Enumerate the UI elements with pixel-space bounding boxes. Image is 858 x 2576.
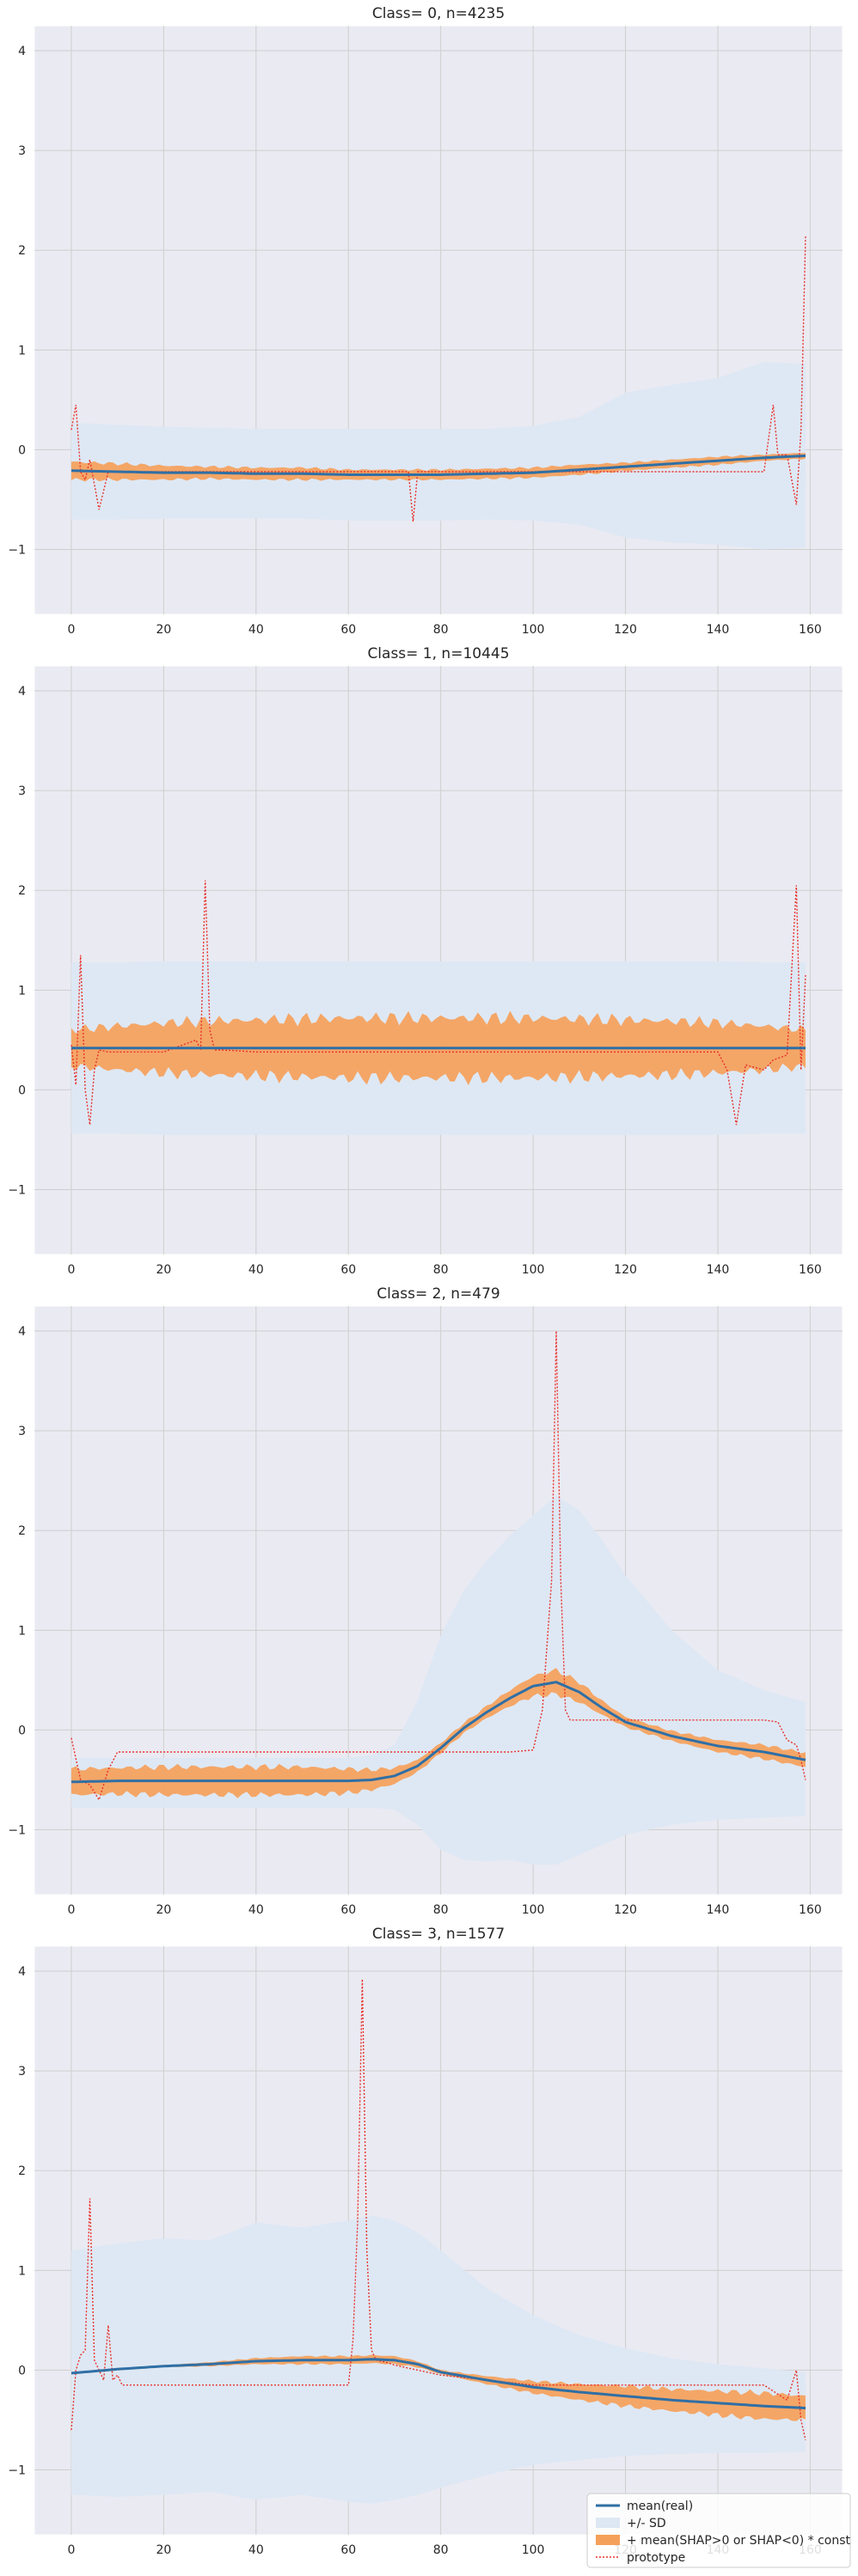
- sd-band: [71, 362, 806, 550]
- y-tick-label: 1: [18, 984, 26, 998]
- y-tick-label: 0: [18, 2364, 26, 2378]
- x-tick-label: 80: [433, 2543, 449, 2557]
- y-tick-label: −1: [8, 544, 26, 558]
- x-tick-label: 100: [522, 1903, 545, 1917]
- legend-item: prototype: [596, 2551, 685, 2565]
- x-tick-label: 140: [707, 1903, 730, 1917]
- x-tick-label: 60: [340, 2543, 356, 2557]
- y-tick-label: 2: [18, 2164, 26, 2178]
- x-tick-label: 100: [522, 2543, 545, 2557]
- prototype-line: [70, 1979, 806, 2440]
- x-tick-label: 20: [156, 623, 171, 637]
- plot-area: [34, 665, 843, 1255]
- y-tick-label: 4: [18, 1965, 26, 1979]
- x-tick-label: 80: [433, 1903, 449, 1917]
- y-tick-label: 1: [18, 2264, 26, 2278]
- x-tick-label: 20: [156, 1263, 171, 1277]
- y-tick-label: 4: [18, 1325, 26, 1339]
- mean-line: [70, 454, 806, 476]
- x-tick-label: 20: [156, 2543, 171, 2557]
- x-tick-label: 0: [68, 1903, 76, 1917]
- x-tick-label: 160: [799, 623, 822, 637]
- x-tick-label: 60: [340, 1903, 356, 1917]
- legend-item: + mean(SHAP>0 or SHAP<0) * const: [596, 2534, 851, 2548]
- chart-panel-1: 0 20 40 60 80 100 120 140 160 −1 0 1 2 3 4 Class= 1, n=…: [8, 645, 843, 1277]
- x-tick-label: 40: [248, 2543, 264, 2557]
- chart-panel-0: 0 20 40 60 80 100 120 140 160 −1 0 1 2 3 4 Class= 0, n=…: [8, 5, 843, 637]
- legend: mean(real) +/- SD + mean(SHAP>0 or SHAP<0)…: [586, 2493, 851, 2568]
- y-tick-label: −1: [8, 1824, 26, 1838]
- x-tick-label: 140: [707, 623, 730, 637]
- y-tick-label: 1: [18, 1624, 26, 1638]
- x-tick-label: 80: [433, 1263, 449, 1277]
- y-tick-label: 0: [18, 1724, 26, 1737]
- x-tick-label: 0: [68, 1263, 76, 1277]
- x-tick-label: 80: [433, 623, 449, 637]
- x-tick-label: 40: [248, 1263, 264, 1277]
- y-tick-label: 3: [18, 144, 26, 158]
- y-tick-label: 4: [18, 685, 26, 699]
- y-tick-label: 2: [18, 1524, 26, 1538]
- mean-line: [70, 2358, 806, 2410]
- legend-swatch: [596, 2518, 620, 2528]
- chart-title: Class= 1, n=10445: [367, 645, 509, 662]
- legend-item: +/- SD: [596, 2517, 666, 2530]
- x-tick-label: 120: [614, 1263, 637, 1277]
- legend-label: +/- SD: [627, 2517, 666, 2530]
- x-tick-label: 20: [156, 1903, 171, 1917]
- x-tick-label: 0: [68, 2543, 76, 2557]
- legend-box: [586, 2493, 851, 2568]
- prototype-line: [70, 235, 806, 522]
- sd-band: [71, 2215, 806, 2504]
- y-tick-label: 2: [18, 884, 26, 898]
- chart-panel-2: 0 20 40 60 80 100 120 140 160 −1 0 1 2 3 4 Class= 2, n=…: [8, 1285, 843, 1917]
- x-tick-label: 60: [340, 1263, 356, 1277]
- y-tick-label: −1: [8, 2464, 26, 2478]
- x-tick-label: 40: [248, 623, 264, 637]
- x-tick-label: 0: [68, 623, 76, 637]
- prototype-line: [70, 880, 806, 1126]
- y-tick-label: 3: [18, 784, 26, 798]
- x-tick-label: 160: [799, 1903, 822, 1917]
- y-tick-label: 0: [18, 443, 26, 457]
- legend-label: + mean(SHAP>0 or SHAP<0) * const: [627, 2534, 851, 2548]
- x-tick-label: 140: [707, 1263, 730, 1277]
- chart-title: Class= 3, n=1577: [372, 1926, 505, 1943]
- legend-item: mean(real): [596, 2500, 693, 2513]
- legend-label: mean(real): [627, 2500, 693, 2513]
- y-tick-label: 3: [18, 2065, 26, 2079]
- x-tick-label: 120: [614, 623, 637, 637]
- x-tick-label: 120: [614, 1903, 637, 1917]
- y-tick-label: −1: [8, 1184, 26, 1198]
- x-tick-label: 100: [522, 623, 545, 637]
- y-tick-label: 2: [18, 244, 26, 258]
- mean-line: [70, 1681, 806, 1784]
- y-tick-label: 1: [18, 344, 26, 357]
- y-tick-label: 3: [18, 1425, 26, 1438]
- chart-title: Class= 2, n=479: [377, 1285, 499, 1303]
- chart-title: Class= 0, n=4235: [372, 5, 505, 22]
- x-tick-label: 40: [248, 1903, 264, 1917]
- shap-band: [71, 2354, 806, 2421]
- x-tick-label: 160: [799, 1263, 822, 1277]
- y-tick-label: 4: [18, 45, 26, 58]
- legend-label: prototype: [627, 2551, 685, 2565]
- legend-swatch: [596, 2535, 620, 2545]
- prototype-line: [70, 1330, 806, 1802]
- y-tick-label: 0: [18, 1084, 26, 1097]
- x-tick-label: 100: [522, 1263, 545, 1277]
- x-tick-label: 60: [340, 623, 356, 637]
